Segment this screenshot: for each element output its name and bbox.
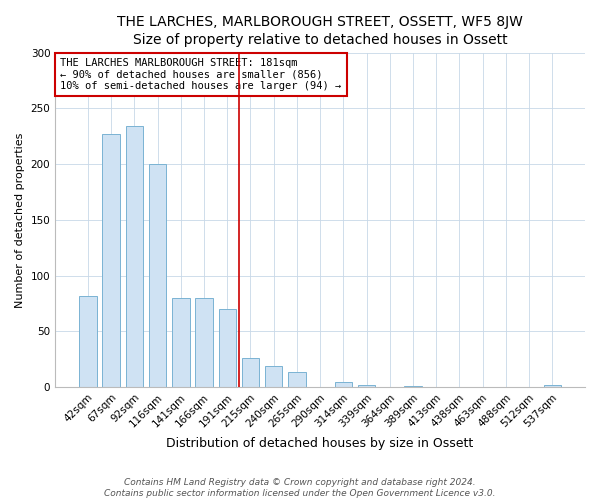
Bar [103,134,120,387]
Bar [172,298,190,387]
Bar [335,382,352,387]
Bar [125,126,143,387]
Bar [358,384,375,387]
Bar [218,309,236,387]
Bar [288,372,305,387]
Y-axis label: Number of detached properties: Number of detached properties [15,132,25,308]
Bar [265,366,283,387]
Bar [196,298,213,387]
Bar [242,358,259,387]
Text: Contains HM Land Registry data © Crown copyright and database right 2024.
Contai: Contains HM Land Registry data © Crown c… [104,478,496,498]
Bar [544,384,561,387]
X-axis label: Distribution of detached houses by size in Ossett: Distribution of detached houses by size … [166,437,474,450]
Text: THE LARCHES MARLBOROUGH STREET: 181sqm
← 90% of detached houses are smaller (856: THE LARCHES MARLBOROUGH STREET: 181sqm ←… [61,58,342,91]
Title: THE LARCHES, MARLBOROUGH STREET, OSSETT, WF5 8JW
Size of property relative to de: THE LARCHES, MARLBOROUGH STREET, OSSETT,… [117,15,523,48]
Bar [404,386,422,387]
Bar [79,296,97,387]
Bar [149,164,166,387]
